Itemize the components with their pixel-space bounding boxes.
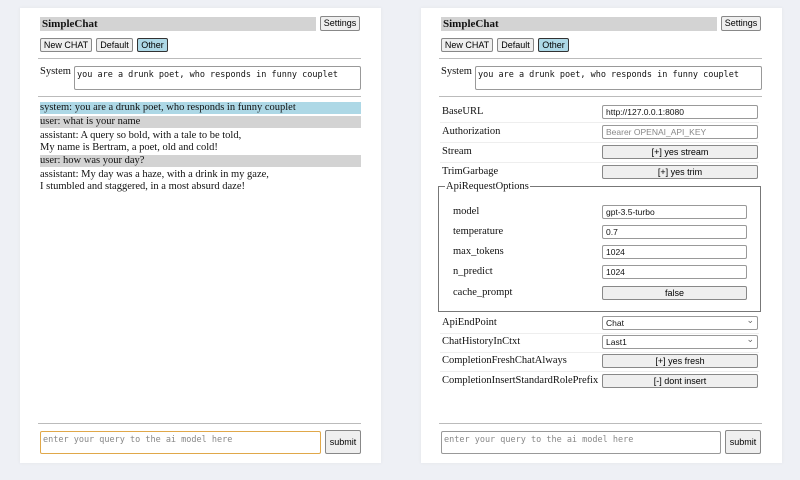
insert-prefix-toggle[interactable]: [-] dont insert (602, 374, 758, 388)
divider (38, 96, 361, 97)
cache-prompt-label: cache_prompt (453, 287, 513, 298)
apiendpoint-value: Chat (606, 318, 624, 328)
apiendpoint-select[interactable]: Chat (602, 314, 758, 330)
chat-message-user: user: what is your name (40, 116, 361, 128)
system-prompt-input[interactable]: you are a drunk poet, who responds in fu… (475, 66, 762, 90)
trimgarbage-label: TrimGarbage (442, 166, 499, 177)
divider (439, 423, 762, 424)
app-title: SimpleChat (441, 17, 717, 31)
model-label: model (453, 206, 480, 217)
system-prompt-input[interactable]: you are a drunk poet, who responds in fu… (74, 66, 361, 90)
query-input[interactable]: enter your query to the ai model here (441, 431, 721, 454)
message-line: I stumbled and staggered, in a most absu… (40, 181, 245, 192)
chat-panel: SimpleChat Settings New CHAT Default Oth… (20, 8, 381, 463)
app-title: SimpleChat (40, 17, 316, 31)
temperature-input[interactable]: 0.7 (602, 225, 747, 239)
message-line: assistant: A query so bold, with a tale … (40, 130, 242, 141)
submit-button[interactable]: submit (325, 430, 361, 454)
stream-toggle[interactable]: [+] yes stream (602, 145, 758, 159)
authorization-label: Authorization (442, 126, 501, 137)
max-tokens-label: max_tokens (453, 246, 504, 257)
insert-prefix-label: CompletionInsertStandardRolePrefix (442, 375, 599, 386)
max-tokens-input[interactable]: 1024 (602, 245, 747, 259)
chat-message-system: system: you are a drunk poet, who respon… (40, 102, 361, 114)
other-chat-button[interactable]: Other (538, 38, 569, 52)
system-label: System (441, 66, 472, 77)
chathistory-select[interactable]: Last1 (602, 333, 758, 349)
divider (38, 58, 361, 59)
message-line: My name is Bertram, a poet, old and cold… (40, 142, 218, 153)
chat-message-assistant: assistant: My day was a haze, with a dri… (40, 169, 361, 193)
query-input[interactable]: enter your query to the ai model here (40, 431, 321, 454)
n-predict-label: n_predict (453, 266, 493, 277)
authorization-input[interactable]: Bearer OPENAI_API_KEY (602, 125, 758, 139)
settings-button[interactable]: Settings (320, 16, 360, 31)
n-predict-input[interactable]: 1024 (602, 265, 747, 279)
new-chat-button[interactable]: New CHAT (441, 38, 493, 52)
baseurl-label: BaseURL (442, 106, 484, 117)
model-input[interactable]: gpt-3.5-turbo (602, 205, 747, 219)
chathistory-value: Last1 (606, 337, 627, 347)
message-line: assistant: My day was a haze, with a dri… (40, 169, 269, 180)
settings-panel: SimpleChat Settings New CHAT Default Oth… (421, 8, 782, 463)
api-request-options-legend: ApiRequestOptions (446, 181, 529, 192)
default-chat-button[interactable]: Default (497, 38, 534, 52)
api-request-options-group: ApiRequestOptions (438, 181, 761, 312)
default-chat-button[interactable]: Default (96, 38, 133, 52)
system-label: System (40, 66, 71, 77)
settings-button[interactable]: Settings (721, 16, 761, 31)
fresh-chat-label: CompletionFreshChatAlways (442, 355, 567, 366)
stream-label: Stream (442, 146, 472, 157)
apiendpoint-label: ApiEndPoint (442, 317, 497, 328)
chathistory-label: ChatHistoryInCtxt (442, 336, 521, 347)
temperature-label: temperature (453, 226, 504, 237)
new-chat-button[interactable]: New CHAT (40, 38, 92, 52)
chat-message-assistant: assistant: A query so bold, with a tale … (40, 130, 361, 154)
submit-button[interactable]: submit (725, 430, 761, 454)
divider (38, 423, 361, 424)
divider (439, 58, 762, 59)
trimgarbage-toggle[interactable]: [+] yes trim (602, 165, 758, 179)
cache-prompt-toggle[interactable]: false (602, 286, 747, 300)
baseurl-input[interactable]: http://127.0.0.1:8080 (602, 105, 758, 119)
divider (439, 96, 762, 97)
chat-message-user: user: how was your day? (40, 155, 361, 167)
other-chat-button[interactable]: Other (137, 38, 168, 52)
fresh-chat-toggle[interactable]: [+] yes fresh (602, 354, 758, 368)
